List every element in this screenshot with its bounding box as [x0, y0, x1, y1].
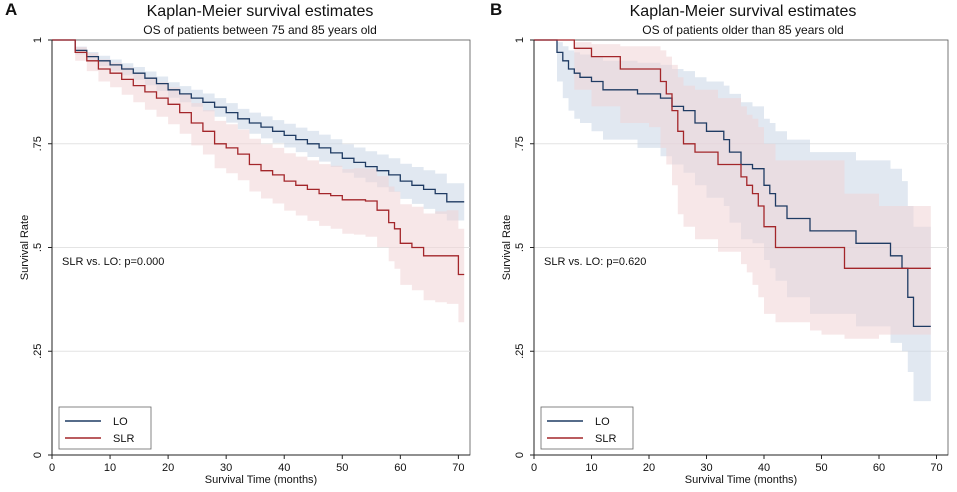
- x-tick-label: 40: [278, 462, 290, 474]
- y-axis-title: Survival Rate: [19, 215, 31, 280]
- panel-b-letter: B: [490, 0, 503, 19]
- x-tick-label: 50: [815, 462, 827, 474]
- panel-b-subtitle: OS of patients older than 85 years old: [642, 23, 844, 37]
- legend-label-lo: LO: [595, 416, 610, 428]
- y-tick-label: .25: [32, 344, 44, 359]
- x-tick-label: 20: [643, 462, 655, 474]
- y-tick-label: 0: [32, 452, 44, 458]
- y-tick-label: 0: [514, 452, 526, 458]
- x-tick-label: 0: [49, 462, 55, 474]
- x-tick-label: 30: [700, 462, 712, 474]
- panel-a-title: Kaplan-Meier survival estimates: [146, 3, 374, 20]
- ci-band-slr: [52, 40, 465, 323]
- legend-box: [58, 406, 152, 450]
- x-tick-label: 0: [531, 462, 537, 474]
- panel-b-title: Kaplan-Meier survival estimates: [629, 3, 857, 20]
- y-tick-label: .75: [32, 136, 44, 151]
- survival-line-slr: [534, 39, 931, 269]
- y-tick-label: .75: [514, 136, 526, 151]
- x-tick-label: 10: [104, 462, 116, 474]
- survival-line-slr: [52, 39, 465, 276]
- p-value-annotation: SLR vs. LO: p=0.620: [544, 256, 646, 268]
- x-tick-label: 70: [452, 462, 464, 474]
- y-axis-title: Survival Rate: [501, 215, 513, 280]
- legend-box: [540, 406, 634, 450]
- x-tick-label: 60: [394, 462, 406, 474]
- ci-band-slr: [534, 40, 931, 339]
- survival-line-lo: [534, 39, 931, 328]
- y-tick-label: 1: [32, 37, 44, 43]
- x-tick-label: 10: [585, 462, 597, 474]
- legend-label-lo: LO: [113, 416, 128, 428]
- panel-a-subtitle: OS of patients between 75 and 85 years o…: [143, 23, 377, 37]
- x-axis-title: Survival Time (months): [205, 474, 317, 486]
- panel-a-letter: A: [5, 0, 18, 19]
- survival-line-lo: [52, 39, 465, 203]
- y-tick-label: 1: [514, 37, 526, 43]
- x-tick-label: 70: [930, 462, 942, 474]
- x-axis-title: Survival Time (months): [685, 474, 797, 486]
- y-tick-label: .5: [514, 243, 526, 252]
- x-tick-label: 30: [220, 462, 232, 474]
- p-value-annotation: SLR vs. LO: p=0.000: [62, 256, 164, 268]
- legend-label-slr: SLR: [595, 433, 616, 445]
- x-tick-label: 40: [758, 462, 770, 474]
- x-tick-label: 60: [873, 462, 885, 474]
- y-tick-label: .25: [514, 344, 526, 359]
- legend-label-slr: SLR: [113, 433, 134, 445]
- x-tick-label: 20: [162, 462, 174, 474]
- y-tick-label: .5: [32, 243, 44, 252]
- x-tick-label: 50: [336, 462, 348, 474]
